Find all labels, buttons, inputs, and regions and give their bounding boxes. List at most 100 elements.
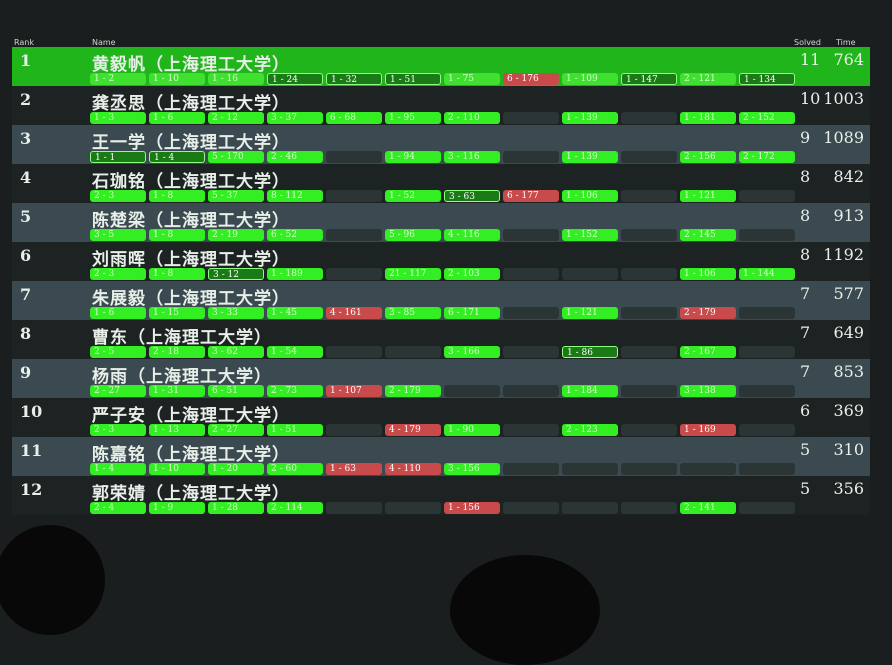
solved-count: 8 bbox=[800, 245, 811, 264]
problem-cell-text: 1 - 51 bbox=[390, 75, 416, 85]
problem-cell: 4 - 179 bbox=[385, 424, 441, 436]
problem-cell: 1 - 156 bbox=[444, 502, 500, 514]
problem-cell bbox=[326, 502, 382, 514]
problem-cell bbox=[503, 424, 559, 436]
problem-cell: 3 - 156 bbox=[444, 463, 500, 475]
problem-cell: 1 - 13 bbox=[149, 424, 205, 436]
problem-cell: 1 - 95 bbox=[385, 112, 441, 124]
problem-cell: 6 - 177 bbox=[503, 190, 559, 202]
name-header: Name bbox=[92, 38, 116, 47]
problem-cell-text: 1 - 1 bbox=[95, 153, 116, 163]
problem-cell bbox=[326, 229, 382, 241]
problem-cell bbox=[621, 424, 677, 436]
problem-cell-text: 2 - 27 bbox=[94, 386, 120, 396]
team-rank: 1 bbox=[20, 51, 32, 70]
problem-cell: 4 - 161 bbox=[326, 307, 382, 319]
team-name: 黄毅帆（上海理工大学） bbox=[92, 55, 290, 75]
problem-cell bbox=[621, 229, 677, 241]
penalty-time: 356 bbox=[833, 479, 864, 498]
problem-cell-text: 2 - 110 bbox=[448, 113, 480, 123]
problem-cell-text: 2 - 179 bbox=[684, 308, 716, 318]
problem-cell-text: 5 - 37 bbox=[212, 191, 238, 201]
problem-cell-text: 1 - 144 bbox=[743, 269, 775, 279]
team-name: 陈嘉铭（上海理工大学） bbox=[92, 445, 290, 465]
problem-cell bbox=[621, 112, 677, 124]
problem-cell-text: 2 - 103 bbox=[448, 269, 480, 279]
problem-cell-text: 2 - 27 bbox=[212, 425, 238, 435]
problem-cell bbox=[385, 502, 441, 514]
team-rank: 4 bbox=[20, 168, 32, 187]
problem-cell: 1 - 184 bbox=[562, 385, 618, 397]
problem-cell-text: 1 - 147 bbox=[626, 75, 658, 85]
problem-cell bbox=[621, 463, 677, 475]
team-row: 1 黄毅帆（上海理工大学） 11 764 1 - 2 1 - 10 1 - 16 1 - 24… bbox=[12, 47, 870, 86]
problem-cell-text: 1 - 6 bbox=[94, 308, 115, 318]
solved-count: 5 bbox=[800, 479, 811, 498]
problem-cell: 1 - 189 bbox=[267, 268, 323, 280]
team-row: 2 龚丞思（上海理工大学） 10 1003 1 - 3 1 - 6 2 - 12 3 - 37… bbox=[12, 86, 870, 125]
problem-cell-text: 5 - 170 bbox=[212, 152, 244, 162]
problem-cell-text: 1 - 94 bbox=[389, 152, 415, 162]
problem-cell: 2 - 18 bbox=[149, 346, 205, 358]
solved-count: 11 bbox=[800, 50, 821, 69]
problem-cell-text: 1 - 24 bbox=[272, 75, 298, 85]
penalty-time: 764 bbox=[833, 50, 864, 69]
problem-cell: 3 - 63 bbox=[444, 190, 500, 202]
team-rank: 12 bbox=[20, 480, 43, 499]
team-name: 刘雨晖（上海理工大学） bbox=[92, 250, 290, 270]
time-header: Time bbox=[836, 38, 856, 47]
problem-cell: 2 - 121 bbox=[680, 73, 736, 85]
problem-cell-text: 1 - 86 bbox=[567, 348, 593, 358]
problem-cell-text: 2 - 4 bbox=[94, 503, 115, 513]
team-name: 王一学（上海理工大学） bbox=[92, 133, 290, 153]
solved-count: 7 bbox=[800, 284, 811, 303]
problem-cell: 2 - 3 bbox=[90, 190, 146, 202]
team-row: 3 王一学（上海理工大学） 9 1089 1 - 1 1 - 4 5 - 170 2 - 46… bbox=[12, 125, 870, 164]
problem-cell: 1 - 10 bbox=[149, 73, 205, 85]
problem-cell-text: 1 - 2 bbox=[94, 74, 115, 84]
problem-cell-text: 6 - 176 bbox=[507, 74, 539, 84]
team-rank: 7 bbox=[20, 285, 32, 304]
problem-cell: 6 - 171 bbox=[444, 307, 500, 319]
team-name: 郭荣婧（上海理工大学） bbox=[92, 484, 290, 504]
problem-cell-text: 1 - 95 bbox=[389, 113, 415, 123]
problem-cell: 1 - 181 bbox=[680, 112, 736, 124]
problem-cell-text: 1 - 31 bbox=[153, 386, 179, 396]
problem-cell: 2 - 3 bbox=[90, 268, 146, 280]
penalty-time: 369 bbox=[833, 401, 864, 420]
team-name: 龚丞思（上海理工大学） bbox=[92, 94, 290, 114]
rank-header: Rank bbox=[14, 38, 34, 47]
problem-cell-text: 6 - 177 bbox=[507, 191, 539, 201]
problem-cells: 2 - 3 1 - 13 2 - 27 1 - 51 4 - 179 1 - 90 2 - … bbox=[90, 424, 795, 436]
problem-cell-text: 21 - 117 bbox=[389, 269, 427, 279]
problem-cell-text: 6 - 51 bbox=[212, 386, 238, 396]
problem-cell bbox=[739, 424, 795, 436]
problem-cell-text: 1 - 156 bbox=[448, 503, 480, 513]
team-rank: 6 bbox=[20, 246, 32, 265]
problem-cells: 1 - 4 1 - 10 1 - 20 2 - 60 1 - 63 4 - 110 3 - … bbox=[90, 463, 795, 475]
problem-cell-text: 2 - 141 bbox=[684, 503, 716, 513]
problem-cell-text: 8 - 112 bbox=[271, 191, 303, 201]
problem-cell bbox=[621, 502, 677, 514]
problem-cells: 2 - 27 1 - 31 6 - 51 2 - 73 1 - 107 2 - 179 1 … bbox=[90, 385, 795, 397]
problem-cell-text: 3 - 62 bbox=[212, 347, 238, 357]
problem-cell: 1 - 63 bbox=[326, 463, 382, 475]
problem-cell bbox=[444, 385, 500, 397]
problem-cell: 1 - 147 bbox=[621, 73, 677, 85]
problem-cell-text: 2 - 12 bbox=[212, 113, 238, 123]
problem-cell-text: 1 - 139 bbox=[566, 152, 598, 162]
problem-cell-text: 1 - 189 bbox=[271, 269, 303, 279]
problem-cell-text: 1 - 152 bbox=[566, 230, 598, 240]
solved-count: 6 bbox=[800, 401, 811, 420]
problem-cell-text: 1 - 10 bbox=[153, 74, 179, 84]
team-name: 石珈铭（上海理工大学） bbox=[92, 172, 290, 192]
problem-cell: 1 - 169 bbox=[680, 424, 736, 436]
problem-cell bbox=[621, 190, 677, 202]
problem-cell: 3 - 138 bbox=[680, 385, 736, 397]
problem-cells: 2 - 5 2 - 18 3 - 62 1 - 54 3 - 166 1 - 86 2 - … bbox=[90, 346, 795, 358]
solved-header: Solved bbox=[794, 38, 821, 47]
team-row: 12 郭荣婧（上海理工大学） 5 356 2 - 4 1 - 9 1 - 28 2 - 114… bbox=[12, 476, 870, 515]
problem-cell-text: 2 - 167 bbox=[684, 347, 716, 357]
problem-cell-text: 1 - 184 bbox=[566, 386, 598, 396]
